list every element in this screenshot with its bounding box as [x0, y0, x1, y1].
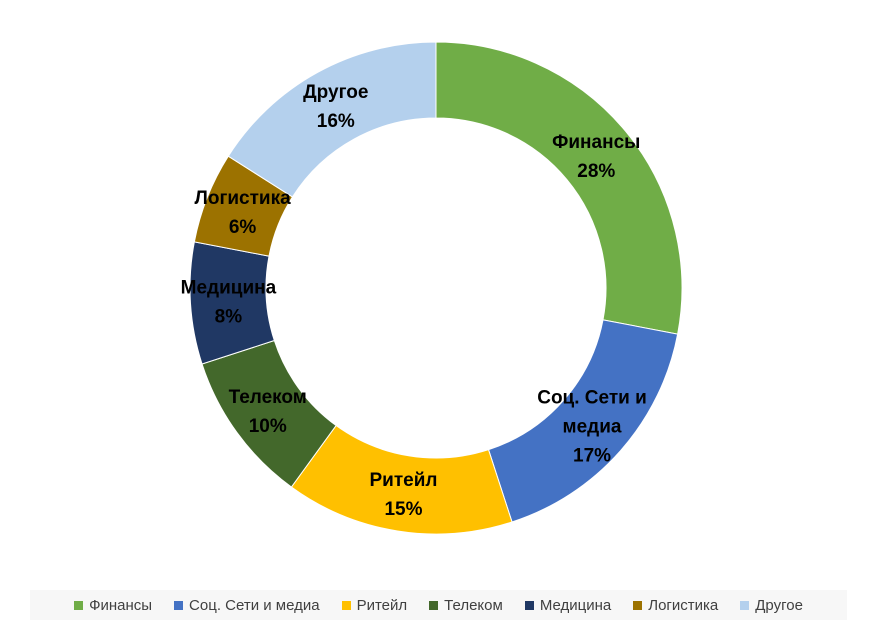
legend-swatch: [174, 600, 184, 610]
legend-label: Логистика: [648, 596, 719, 614]
slice-label-4: Телеком 10%: [229, 387, 307, 437]
slice-label-1: Финансы 28%: [552, 132, 640, 182]
slice-name-label: Телеком: [229, 387, 307, 408]
slice-value-label: 15%: [384, 499, 422, 520]
legend-swatch: [740, 600, 750, 610]
legend-label: Финансы: [89, 596, 153, 614]
donut-chart: Финансы 28% Соц. Сети и медиа 17% Ритейл 15% Те…: [181, 41, 683, 535]
slice-name-label: Логистика: [195, 188, 292, 209]
slice-name-label: медиа: [563, 417, 622, 438]
slice-name-label: Медицина: [181, 278, 277, 299]
legend-item-5: Медицина: [524, 596, 612, 614]
legend-item-1: Финансы: [74, 597, 152, 614]
legend-item-6: Логистика: [633, 597, 718, 614]
legend-label: Соц. Сети и медиа: [189, 596, 320, 614]
slice-name-label: Финансы: [552, 132, 640, 153]
slice-value-label: 6%: [229, 217, 257, 238]
slice-value-label: 28%: [577, 161, 615, 182]
legend-item-2: Соц. Сети и медиа: [174, 597, 320, 614]
legend-swatch: [429, 600, 439, 610]
slice-label-2: Соц. Сети и медиа 17%: [537, 388, 647, 467]
slice-name-label: Другое: [303, 82, 368, 103]
slice-name-label: Ритейл: [369, 470, 437, 491]
donut-slice-1: [435, 41, 683, 335]
legend-swatch: [633, 600, 643, 610]
slice-name-label: Соц. Сети и: [537, 388, 647, 409]
legend-label: Медицина: [539, 596, 612, 614]
legend-swatch: [341, 600, 351, 610]
slice-label-6: Логистика 6%: [195, 188, 292, 238]
slice-label-3: Ритейл 15%: [369, 470, 437, 520]
legend-label: Другое: [755, 596, 803, 614]
slice-value-label: 17%: [573, 446, 611, 467]
legend-item-4: Телеком: [429, 597, 503, 614]
slice-value-label: 8%: [215, 307, 243, 328]
slice-value-label: 16%: [317, 111, 355, 132]
slice-label-5: Медицина 8%: [181, 278, 277, 328]
legend-label: Ритейл: [356, 596, 408, 614]
slice-label-7: Другое 16%: [303, 82, 368, 132]
legend-item-7: Другое: [740, 597, 803, 614]
donut-slice-7: [227, 41, 437, 198]
donut-slices: [189, 41, 683, 535]
legend-swatch: [74, 600, 84, 610]
donut-labels: Финансы 28% Соц. Сети и медиа 17% Ритейл 15% Те…: [181, 82, 647, 520]
slice-value-label: 10%: [249, 416, 287, 437]
chart-legend: Финансы Соц. Сети и медиа Ритейл Телеком Мед…: [30, 590, 847, 620]
legend-item-3: Ритейл: [341, 596, 408, 614]
legend-swatch: [524, 600, 534, 610]
legend-label: Телеком: [444, 596, 503, 614]
